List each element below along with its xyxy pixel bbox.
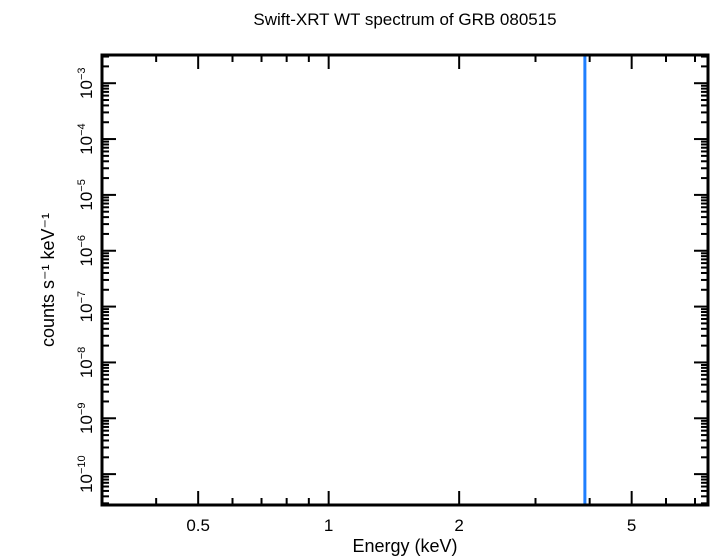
y-tick-label: 10−3 bbox=[76, 67, 96, 98]
y-tick-label: 10−8 bbox=[76, 347, 96, 378]
x-tick-label: 1 bbox=[324, 516, 333, 535]
y-tick-label: 10−6 bbox=[76, 235, 96, 266]
x-axis-label: Energy (keV) bbox=[352, 536, 457, 556]
y-tick-label: 10−9 bbox=[76, 403, 96, 434]
y-tick-label: 10−5 bbox=[76, 179, 96, 210]
plot-frame bbox=[100, 53, 710, 507]
y-axis-label: counts s⁻¹ keV⁻¹ bbox=[38, 213, 58, 347]
chart-title: Swift-XRT WT spectrum of GRB 080515 bbox=[253, 10, 556, 29]
y-tick-label: 10−10 bbox=[76, 455, 96, 493]
x-tick-label: 2 bbox=[454, 516, 463, 535]
x-tick-label: 5 bbox=[627, 516, 636, 535]
y-tick-label: 10−4 bbox=[76, 123, 96, 154]
x-tick-label: 0.5 bbox=[186, 516, 210, 535]
y-tick-label: 10−7 bbox=[76, 291, 96, 322]
